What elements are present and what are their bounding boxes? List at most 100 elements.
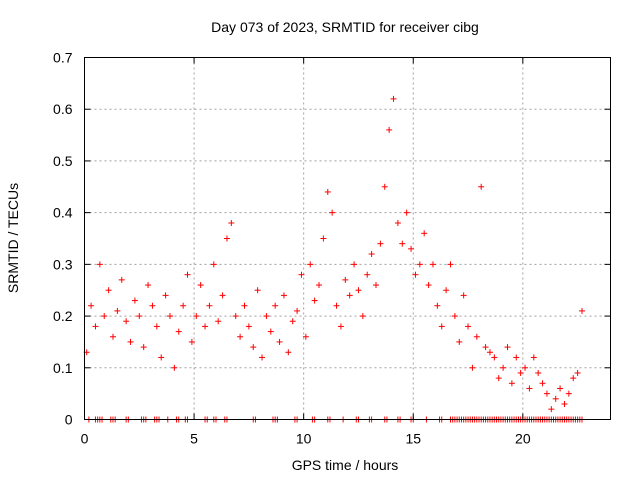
data-point bbox=[263, 313, 270, 320]
y-tick-label: 0.6 bbox=[53, 101, 73, 117]
data-point bbox=[416, 261, 423, 268]
data-point bbox=[245, 323, 252, 330]
data-point bbox=[486, 349, 493, 356]
data-point bbox=[513, 354, 520, 361]
data-point bbox=[482, 344, 489, 351]
data-point bbox=[473, 333, 480, 340]
data-point bbox=[228, 219, 235, 226]
data-point bbox=[210, 261, 217, 268]
data-point bbox=[425, 282, 432, 289]
data-point bbox=[162, 292, 169, 299]
data-point bbox=[579, 307, 586, 314]
data-point bbox=[140, 344, 147, 351]
data-point bbox=[456, 338, 463, 345]
data-point bbox=[535, 369, 542, 376]
data-point bbox=[250, 344, 257, 351]
grid bbox=[84, 57, 611, 420]
data-point bbox=[101, 313, 108, 320]
data-point bbox=[399, 240, 406, 247]
data-point bbox=[259, 354, 266, 361]
data-point bbox=[307, 261, 314, 268]
data-point bbox=[565, 390, 572, 397]
data-point bbox=[267, 328, 274, 335]
data-point bbox=[206, 302, 213, 309]
data-point bbox=[508, 380, 515, 387]
data-point bbox=[465, 323, 472, 330]
data-point bbox=[329, 209, 336, 216]
data-point bbox=[232, 313, 239, 320]
data-point bbox=[351, 261, 358, 268]
y-axis-label: SRMTID / TECUs bbox=[5, 183, 21, 293]
y-tick-label: 0.3 bbox=[53, 256, 73, 272]
data-point bbox=[381, 183, 388, 190]
data-point bbox=[342, 276, 349, 283]
data-point bbox=[136, 313, 143, 320]
data-point bbox=[105, 287, 112, 294]
data-point bbox=[394, 219, 401, 226]
data-point bbox=[316, 282, 323, 289]
data-point bbox=[158, 354, 165, 361]
x-tick-label: 0 bbox=[81, 431, 89, 447]
data-point bbox=[272, 302, 279, 309]
data-point bbox=[500, 364, 507, 371]
x-tick-label: 15 bbox=[405, 431, 421, 447]
data-point bbox=[180, 302, 187, 309]
data-point bbox=[88, 302, 95, 309]
data-point bbox=[175, 328, 182, 335]
data-point bbox=[526, 385, 533, 392]
data-point bbox=[517, 369, 524, 376]
data-point bbox=[478, 183, 485, 190]
data-point bbox=[403, 209, 410, 216]
data-point bbox=[522, 364, 529, 371]
data-point bbox=[237, 333, 244, 340]
data-point bbox=[145, 282, 152, 289]
data-point bbox=[561, 400, 568, 407]
data-point bbox=[491, 354, 498, 361]
data-point bbox=[460, 292, 467, 299]
data-point bbox=[386, 126, 393, 133]
plot-border bbox=[84, 57, 611, 420]
data-point bbox=[219, 292, 226, 299]
data-point bbox=[171, 364, 178, 371]
data-point bbox=[289, 318, 296, 325]
data-point bbox=[390, 95, 397, 102]
data-point bbox=[188, 338, 195, 345]
data-point bbox=[552, 395, 559, 402]
data-point bbox=[377, 240, 384, 247]
data-point bbox=[543, 390, 550, 397]
data-point bbox=[364, 271, 371, 278]
y-tick-label: 0.1 bbox=[53, 360, 73, 376]
data-point bbox=[451, 313, 458, 320]
data-point bbox=[254, 287, 261, 294]
data-point bbox=[202, 323, 209, 330]
data-point bbox=[127, 338, 134, 345]
y-tick-label: 0.4 bbox=[53, 205, 73, 221]
data-point bbox=[123, 318, 130, 325]
data-point bbox=[530, 354, 537, 361]
data-point bbox=[131, 297, 138, 304]
data-point bbox=[294, 307, 301, 314]
y-tick-label: 0.5 bbox=[53, 153, 73, 169]
data-point bbox=[118, 276, 125, 283]
data-point bbox=[193, 313, 200, 320]
data-point bbox=[574, 369, 581, 376]
data-point bbox=[408, 245, 415, 252]
y-tick-label: 0 bbox=[65, 412, 73, 428]
axis-ticks bbox=[84, 57, 611, 420]
data-point bbox=[495, 375, 502, 382]
data-point bbox=[557, 385, 564, 392]
data-point bbox=[346, 292, 353, 299]
data-point bbox=[372, 282, 379, 289]
x-tick-label: 5 bbox=[190, 431, 198, 447]
data-point bbox=[359, 313, 366, 320]
data-point bbox=[223, 235, 230, 242]
data-point bbox=[355, 287, 362, 294]
data-point bbox=[434, 302, 441, 309]
data-point bbox=[109, 333, 116, 340]
data-point bbox=[548, 406, 555, 413]
data-point bbox=[184, 271, 191, 278]
x-tick-label: 10 bbox=[296, 431, 312, 447]
data-point bbox=[302, 333, 309, 340]
data-point bbox=[114, 307, 121, 314]
data-point bbox=[368, 251, 375, 258]
